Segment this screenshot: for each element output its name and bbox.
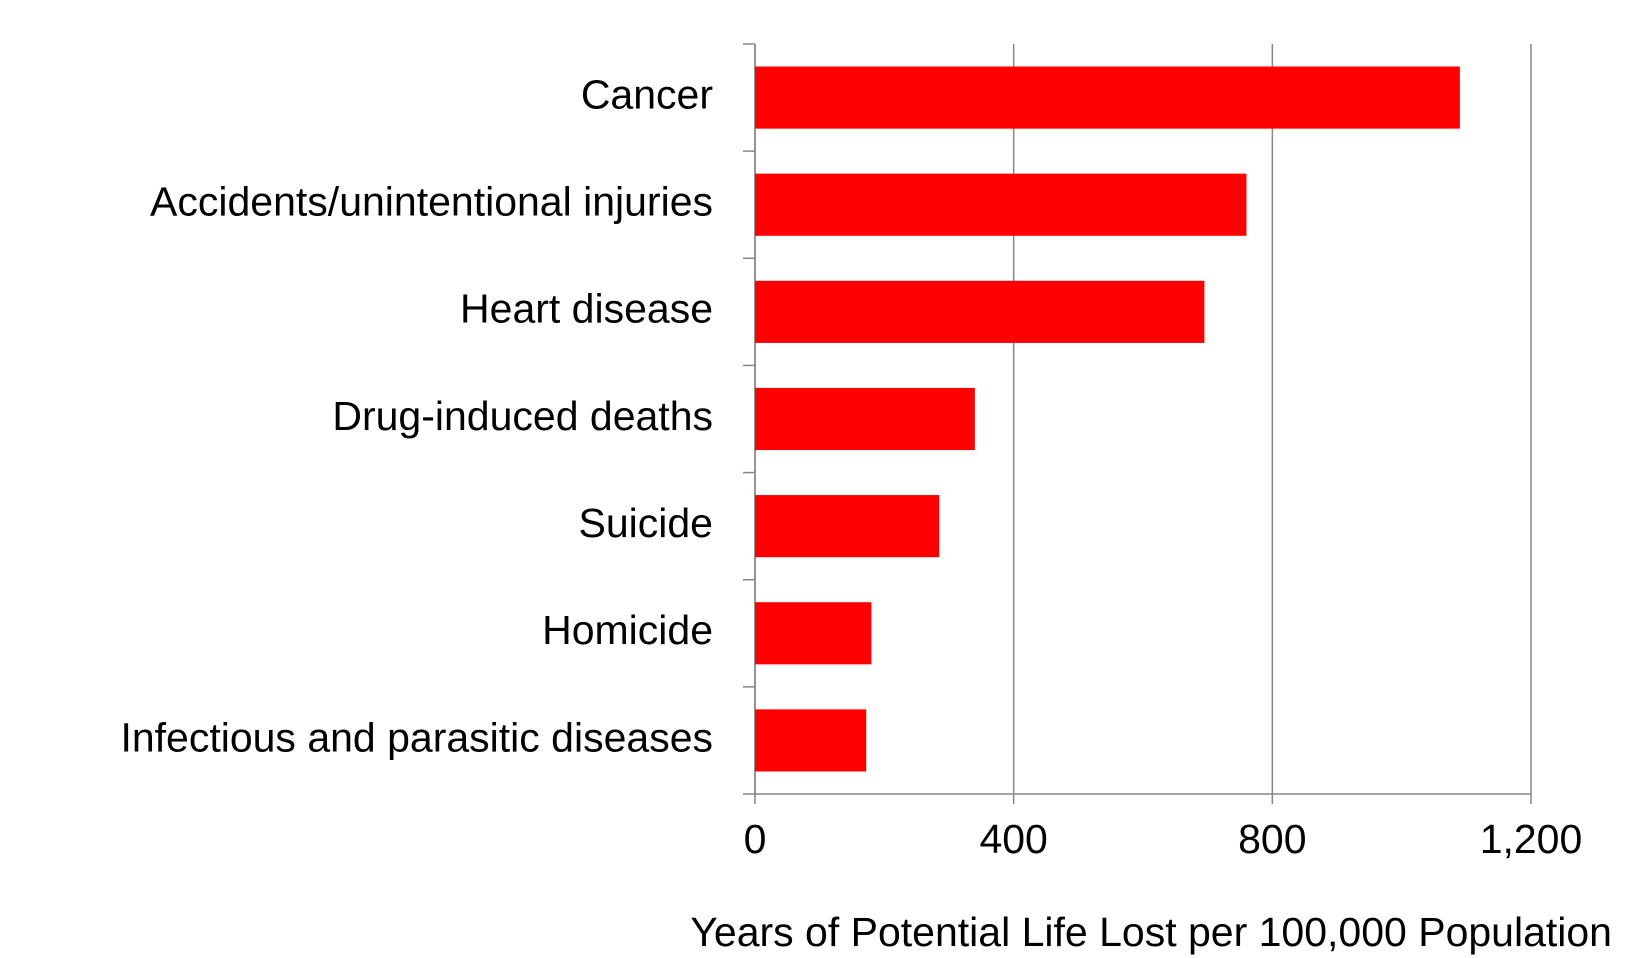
bar xyxy=(755,709,867,772)
x-axis-label: Years of Potential Life Lost per 100,000… xyxy=(690,909,1612,955)
y-tick-label: Suicide xyxy=(579,500,713,546)
x-tick-label: 800 xyxy=(1238,816,1306,862)
x-tick-label: 1,200 xyxy=(1480,816,1583,862)
y-tick-label: Cancer xyxy=(581,71,713,117)
y-tick-label: Infectious and parasitic diseases xyxy=(120,714,713,760)
y-tick-label: Drug-induced deaths xyxy=(332,393,713,439)
bar xyxy=(755,280,1205,343)
bar xyxy=(755,495,940,558)
y-tick-label: Heart disease xyxy=(460,286,713,332)
bar xyxy=(755,173,1247,236)
y-tick-label: Homicide xyxy=(542,607,713,653)
y-tick-label: Accidents/unintentional injuries xyxy=(150,179,713,225)
x-tick-label: 400 xyxy=(979,816,1047,862)
x-tick-label: 0 xyxy=(744,816,767,862)
bar xyxy=(755,387,975,451)
bar xyxy=(755,66,1460,129)
bar xyxy=(755,602,872,665)
